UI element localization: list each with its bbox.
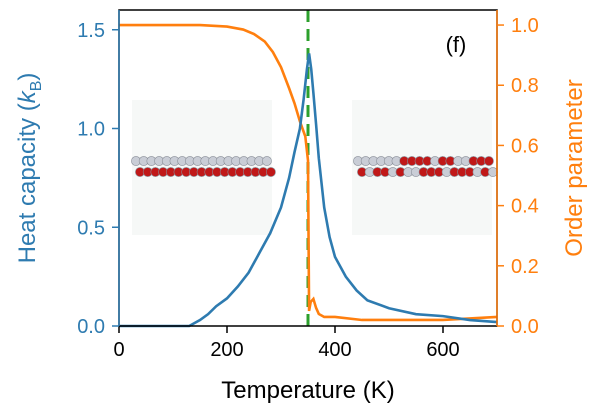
y-axis-title-left-k: k xyxy=(14,89,41,103)
x-tick-label: 600 xyxy=(426,339,459,361)
axis-ticks: 0 200 400 600 0.0 0.5 1.0 1.5 0.0 0.2 0.4 0.6 0.8 1.0 xyxy=(77,15,539,361)
y-tick-label-right: 0.0 xyxy=(511,316,539,338)
y-tick-label-right: 0.2 xyxy=(511,256,539,278)
x-tick-label: 200 xyxy=(210,339,243,361)
low-temperature-structure-atom-bottom xyxy=(265,167,276,177)
y-tick-label-left: 1.0 xyxy=(77,119,105,141)
high-temperature-structure-atom-bottom xyxy=(487,167,498,177)
y-axis-title-right: Order parameter xyxy=(561,79,588,256)
order-parameter-line xyxy=(119,23,498,322)
y-tick-label-left: 1.5 xyxy=(77,20,105,42)
high-temperature-structure-atom-top xyxy=(483,156,494,166)
x-tick-label: 0 xyxy=(113,339,124,361)
y-tick-label-left: 0.0 xyxy=(77,316,105,338)
y-tick-label-right: 0.6 xyxy=(511,135,539,157)
y-axis-title-left: Heat capacity (kB) xyxy=(14,73,45,264)
x-tick-label: 400 xyxy=(318,339,351,361)
y-tick-label-right: 0.8 xyxy=(511,75,539,97)
y-tick-label-right: 0.4 xyxy=(511,196,539,218)
heat-capacity-line xyxy=(119,53,498,328)
x-axis-title: Temperature (K) xyxy=(221,377,394,404)
structure-insets xyxy=(131,156,498,177)
y-tick-label-right: 1.0 xyxy=(511,15,539,37)
y-axis-title-left-subscript: B xyxy=(28,81,45,92)
low-temperature-structure-atom-top xyxy=(261,156,272,166)
y-axis-title-left-suffix: ) xyxy=(14,73,41,81)
y-axis-title-left-prefix: Heat capacity ( xyxy=(14,103,41,263)
panel-label: (f) xyxy=(446,32,467,57)
y-tick-label-left: 0.5 xyxy=(77,217,105,239)
